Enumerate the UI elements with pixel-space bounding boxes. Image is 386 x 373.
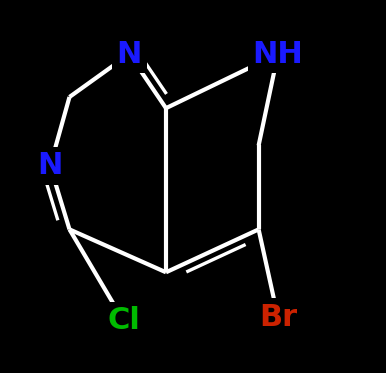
Text: N: N [117, 40, 142, 69]
Text: Cl: Cl [107, 306, 140, 335]
Text: Br: Br [259, 303, 297, 332]
Text: NH: NH [252, 40, 303, 69]
Text: N: N [37, 151, 63, 181]
